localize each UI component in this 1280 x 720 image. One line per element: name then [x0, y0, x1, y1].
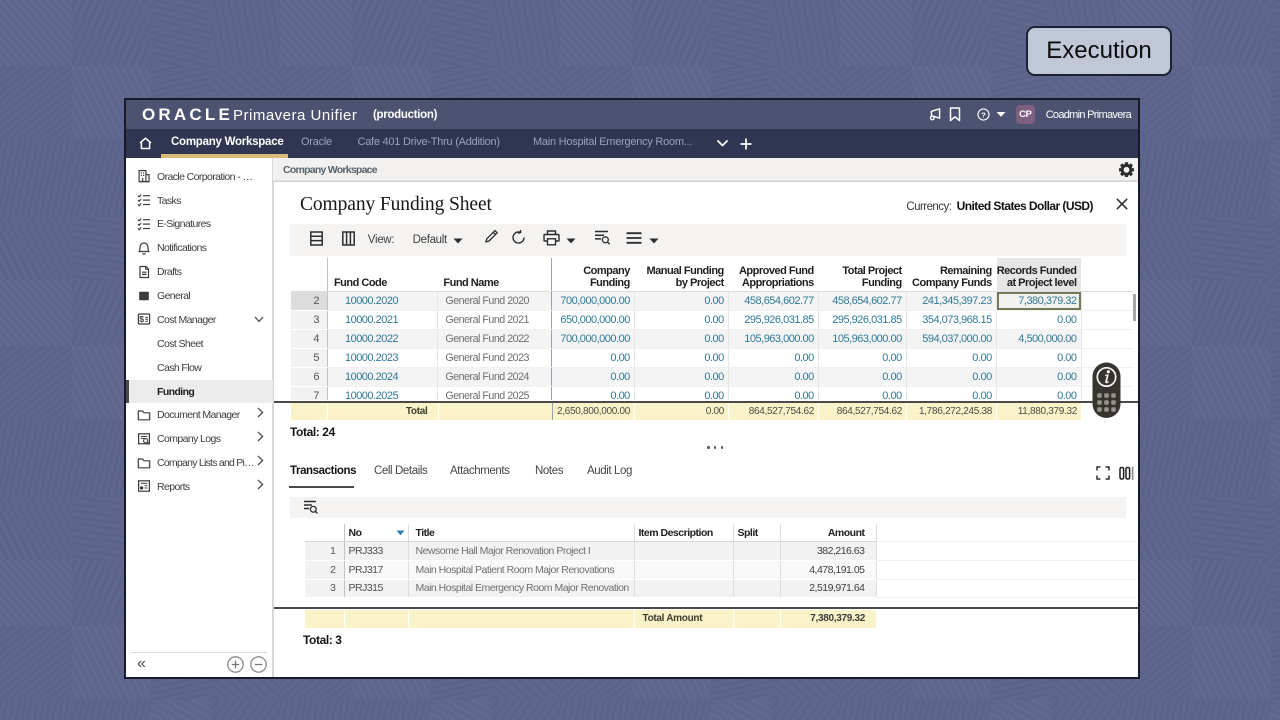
svg-text:?: ?: [981, 110, 986, 119]
svg-text:$: $: [139, 314, 144, 324]
